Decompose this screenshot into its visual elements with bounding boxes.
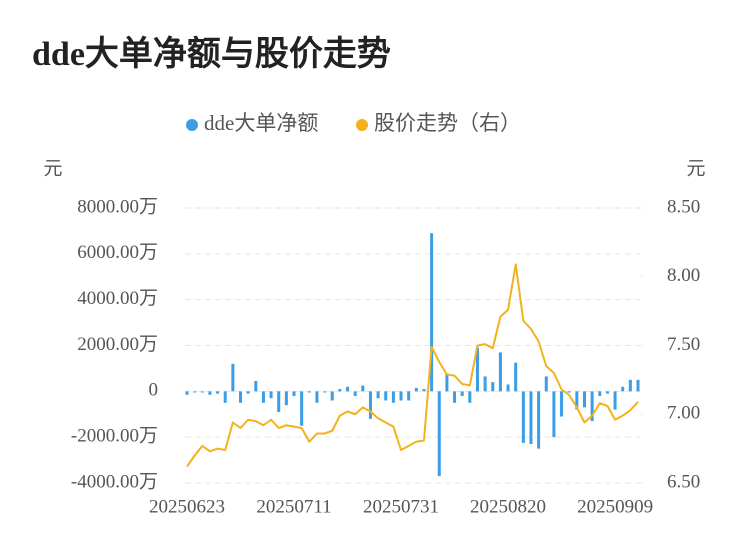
bar bbox=[529, 391, 533, 445]
bar bbox=[376, 391, 380, 399]
x-tick-label: 20250820 bbox=[470, 496, 546, 517]
bar bbox=[590, 391, 594, 422]
legend-label: dde大单净额 bbox=[204, 111, 318, 135]
bar bbox=[552, 391, 556, 438]
y-tick-label: -2000.00万 bbox=[71, 426, 158, 447]
bar bbox=[307, 391, 311, 393]
bar bbox=[575, 391, 579, 410]
y2-tick-label: 6.50 bbox=[667, 471, 700, 492]
legend-label: 股价走势（右） bbox=[374, 111, 521, 135]
y2-tick-label: 7.50 bbox=[667, 334, 700, 355]
legend-marker bbox=[186, 119, 198, 131]
bar bbox=[391, 391, 395, 403]
bar bbox=[246, 391, 250, 394]
bar bbox=[605, 391, 609, 394]
bar bbox=[193, 391, 197, 393]
y2-axis-unit: 元 bbox=[686, 158, 705, 179]
x-tick-label: 20250731 bbox=[363, 496, 439, 517]
y-tick-label: 6000.00万 bbox=[77, 242, 158, 263]
legend-marker bbox=[356, 119, 368, 131]
bar bbox=[346, 386, 350, 392]
bar bbox=[407, 391, 411, 401]
bar bbox=[598, 391, 602, 396]
y-tick-label: 4000.00万 bbox=[77, 288, 158, 309]
line bbox=[186, 263, 639, 468]
bar bbox=[422, 389, 426, 392]
bar bbox=[384, 391, 388, 401]
bar bbox=[430, 233, 434, 392]
bar bbox=[414, 387, 418, 392]
bar bbox=[292, 391, 296, 396]
y-tick-label: -4000.00万 bbox=[71, 471, 158, 492]
bar bbox=[445, 374, 449, 392]
y-axis-unit: 元 bbox=[43, 158, 62, 179]
bar bbox=[544, 376, 548, 392]
bar bbox=[254, 381, 258, 392]
bar bbox=[231, 363, 235, 392]
bar bbox=[399, 391, 403, 401]
bar bbox=[284, 391, 288, 406]
bar bbox=[269, 391, 273, 399]
y2-tick-label: 8.00 bbox=[667, 265, 700, 286]
chart-title: dde大单净额与股价走势 bbox=[32, 35, 391, 73]
bar bbox=[368, 391, 372, 419]
bar bbox=[200, 391, 204, 393]
y-tick-label: 8000.00万 bbox=[77, 196, 158, 217]
x-tick-label: 20250909 bbox=[577, 496, 653, 517]
bar bbox=[613, 391, 617, 410]
bar bbox=[521, 391, 525, 443]
bar bbox=[475, 347, 479, 392]
bar bbox=[261, 391, 265, 403]
bar bbox=[330, 391, 334, 401]
bar bbox=[636, 379, 640, 392]
y-tick-label: 0 bbox=[149, 380, 159, 401]
bar bbox=[560, 391, 564, 417]
bar bbox=[216, 391, 220, 394]
bar bbox=[223, 391, 227, 403]
y2-tick-label: 7.00 bbox=[667, 403, 700, 424]
bar bbox=[621, 386, 625, 392]
bar bbox=[483, 376, 487, 392]
bar bbox=[567, 391, 571, 393]
bar bbox=[208, 391, 212, 395]
bar bbox=[498, 352, 502, 392]
bar bbox=[185, 391, 189, 395]
y-tick-label: 2000.00万 bbox=[77, 334, 158, 355]
y2-tick-label: 8.50 bbox=[667, 196, 700, 217]
bar bbox=[239, 391, 243, 403]
bar bbox=[628, 379, 632, 392]
bar bbox=[506, 384, 510, 392]
bar bbox=[338, 389, 342, 392]
bar bbox=[315, 391, 319, 403]
bar bbox=[323, 391, 327, 393]
bar bbox=[361, 385, 365, 392]
bar bbox=[353, 391, 357, 396]
bar bbox=[453, 391, 457, 403]
bar bbox=[514, 362, 518, 392]
bar bbox=[300, 391, 304, 426]
bar bbox=[468, 391, 472, 403]
bar bbox=[277, 391, 281, 412]
bar bbox=[491, 382, 495, 392]
bar bbox=[460, 391, 464, 396]
bar bbox=[437, 391, 441, 477]
bar bbox=[582, 391, 586, 408]
x-tick-label: 20250623 bbox=[149, 496, 225, 517]
x-tick-label: 20250711 bbox=[256, 496, 331, 517]
bar bbox=[537, 391, 541, 449]
